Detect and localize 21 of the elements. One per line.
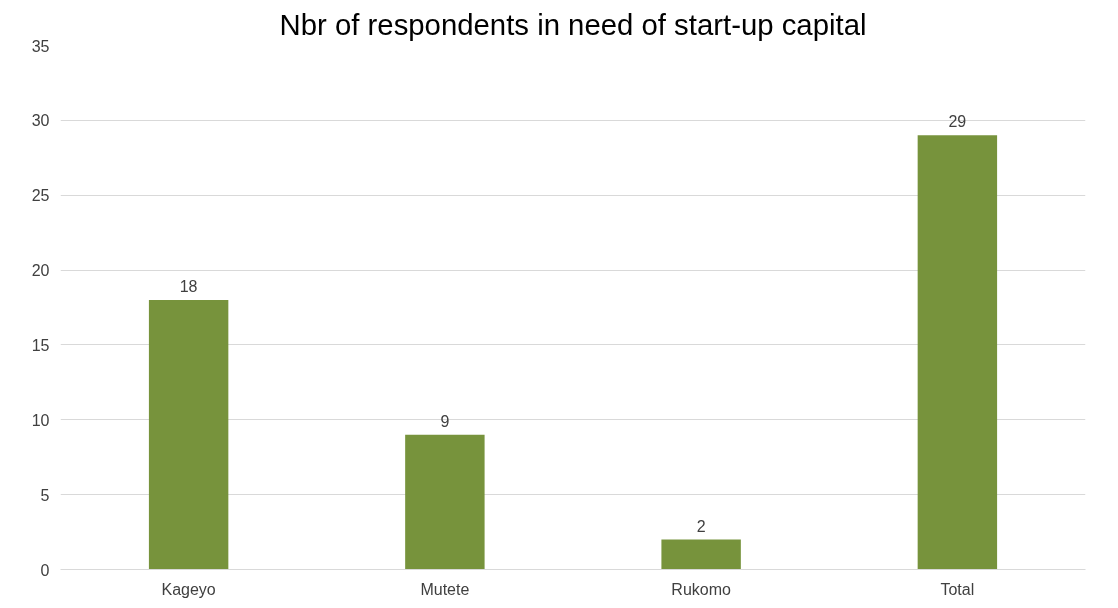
- y-tick-label: 5: [40, 486, 50, 504]
- y-tick-label: 20: [31, 262, 50, 280]
- y-tick-label: 30: [31, 112, 50, 130]
- y-tick-label: 15: [31, 336, 50, 354]
- data-label: 2: [696, 517, 706, 535]
- bar: [661, 539, 741, 570]
- x-tick-label: Rukomo: [671, 580, 732, 598]
- bar: [917, 135, 998, 570]
- data-label: 18: [179, 278, 198, 296]
- bar: [148, 300, 229, 570]
- x-tick-label: Kageyo: [161, 580, 216, 598]
- y-tick-label: 10: [31, 411, 50, 429]
- data-label: 29: [948, 113, 967, 131]
- y-tick-label: 0: [40, 561, 50, 579]
- y-tick-label: 35: [31, 37, 50, 55]
- y-tick-label: 25: [31, 187, 50, 205]
- x-tick-label: Total: [940, 580, 975, 598]
- chart-title: Nbr of respondents in need of start-up capital: [279, 7, 867, 41]
- bar: [405, 434, 485, 570]
- data-label: 9: [440, 412, 450, 430]
- x-tick-label: Mutete: [420, 580, 470, 598]
